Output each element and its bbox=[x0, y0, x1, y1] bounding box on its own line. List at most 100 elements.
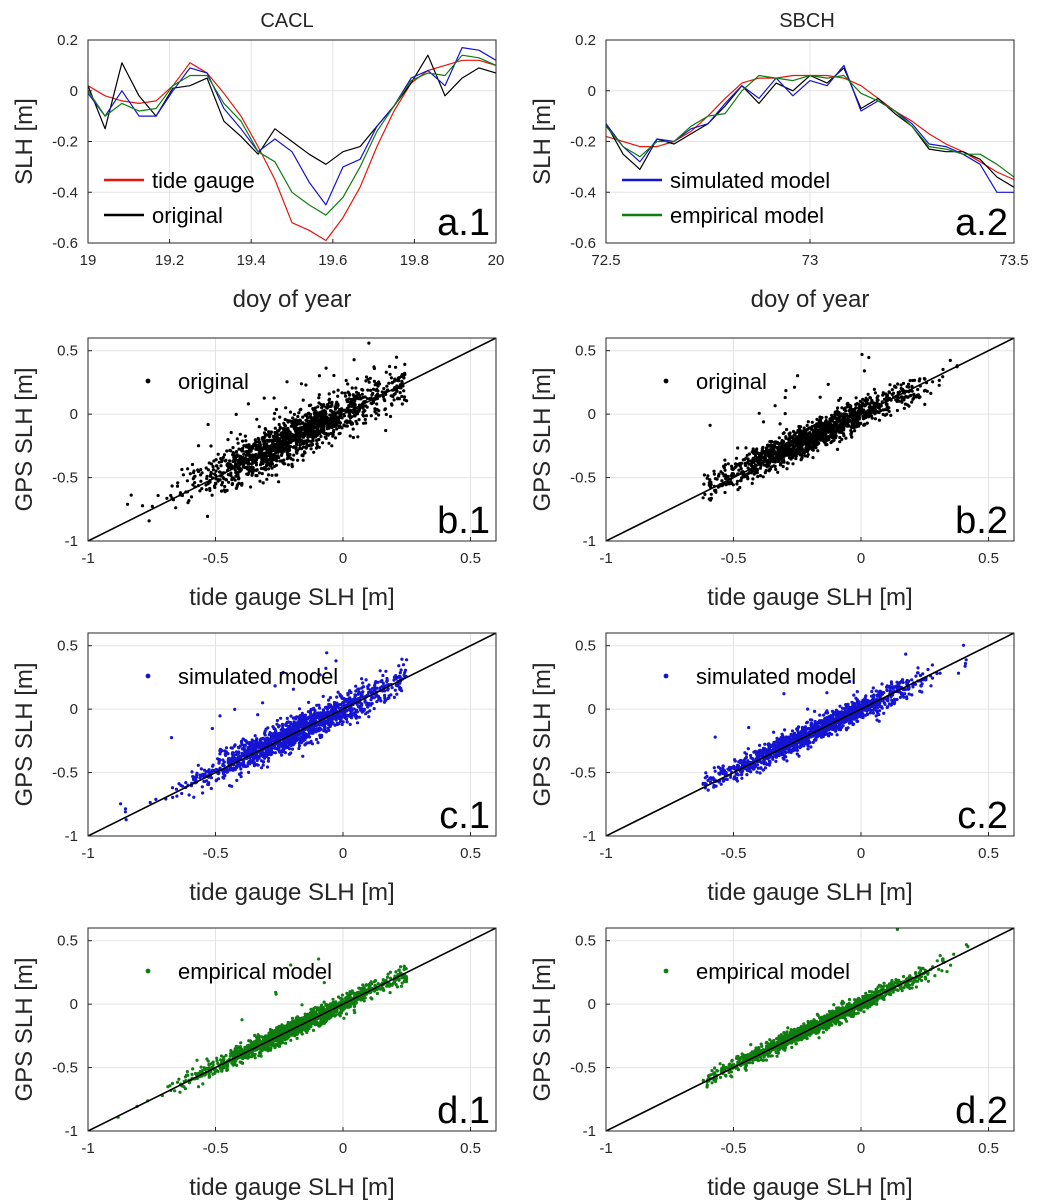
scatter-point bbox=[883, 413, 887, 417]
scatter-point bbox=[274, 473, 278, 477]
x-tick-label: 73 bbox=[802, 252, 819, 269]
scatter-point bbox=[863, 423, 867, 427]
scatter-point bbox=[745, 773, 749, 777]
scatter-point bbox=[792, 385, 797, 389]
scatter-point bbox=[261, 439, 265, 443]
scatter-point bbox=[217, 460, 221, 464]
scatter-point bbox=[904, 652, 908, 656]
scatter-point bbox=[342, 423, 346, 427]
legend: simulated model bbox=[145, 664, 338, 689]
scatter-point bbox=[284, 746, 288, 750]
scatter-point bbox=[370, 696, 374, 700]
scatter-point bbox=[329, 431, 333, 436]
scatter-point bbox=[401, 663, 406, 667]
y-tick-label: 0 bbox=[70, 406, 78, 423]
scatter-point bbox=[751, 469, 755, 473]
scatter-point bbox=[302, 719, 306, 723]
scatter-point bbox=[865, 421, 869, 425]
scatter-point bbox=[252, 442, 256, 447]
legend-entry: simulated model bbox=[670, 168, 830, 193]
scatter-point bbox=[384, 412, 388, 417]
scatter-point bbox=[372, 379, 376, 383]
scatter-point bbox=[335, 722, 339, 727]
scatter-point bbox=[317, 437, 321, 442]
scatter-point bbox=[308, 412, 313, 416]
scatter-point bbox=[359, 704, 363, 708]
scatter-point bbox=[389, 693, 393, 697]
scatter-point bbox=[279, 440, 283, 444]
scatter-point bbox=[375, 402, 379, 406]
scatter-point bbox=[297, 436, 301, 441]
scatter-point bbox=[744, 446, 748, 450]
scatter-point bbox=[319, 434, 323, 438]
scatter-point bbox=[911, 397, 916, 401]
scatter-point bbox=[244, 751, 248, 755]
scatter-point bbox=[373, 683, 377, 688]
scatter-point bbox=[199, 479, 203, 483]
scatter-point bbox=[300, 421, 305, 425]
scatter-point bbox=[755, 447, 759, 451]
scatter-point bbox=[238, 432, 242, 436]
scatter-point bbox=[380, 390, 384, 394]
scatter-point bbox=[224, 753, 228, 758]
scatter-point bbox=[344, 378, 348, 383]
scatter-point bbox=[129, 493, 133, 497]
scatter-point bbox=[708, 423, 712, 427]
scatter-point bbox=[371, 387, 376, 391]
scatter-point bbox=[251, 453, 255, 457]
scatter-point bbox=[791, 429, 796, 434]
scatter-point bbox=[290, 421, 294, 425]
scatter-point bbox=[288, 419, 292, 423]
scatter-point bbox=[307, 404, 311, 408]
scatter-point bbox=[123, 810, 127, 814]
scatter-point bbox=[255, 468, 259, 472]
scatter-point bbox=[276, 439, 280, 443]
scatter-point bbox=[311, 439, 315, 443]
scatter-point bbox=[240, 741, 244, 745]
legend-swatch bbox=[145, 378, 151, 384]
scatter-point bbox=[393, 377, 397, 381]
y-tick-label: 0 bbox=[70, 701, 78, 718]
scatter-point bbox=[763, 742, 767, 746]
scatter-point bbox=[211, 465, 215, 469]
scatter-point bbox=[331, 716, 335, 721]
scatter-point bbox=[354, 684, 358, 688]
scatter-point bbox=[294, 432, 298, 436]
scatter-point bbox=[196, 444, 201, 448]
scatter-point bbox=[355, 377, 359, 381]
scatter-point bbox=[390, 381, 394, 385]
scatter-point bbox=[353, 693, 357, 697]
scatter-point bbox=[839, 419, 843, 423]
scatter-point bbox=[325, 651, 329, 655]
scatter-point bbox=[352, 358, 356, 362]
scatter-point bbox=[319, 416, 323, 421]
scatter-point bbox=[298, 718, 302, 722]
scatter-point bbox=[242, 746, 246, 751]
scatter-point bbox=[895, 397, 900, 402]
scatter-point bbox=[383, 693, 387, 698]
scatter-point bbox=[747, 725, 751, 730]
scatter-point bbox=[403, 372, 407, 376]
scatter-point bbox=[381, 395, 385, 399]
scatter-point bbox=[875, 398, 879, 402]
scatter-point bbox=[862, 408, 866, 412]
scatter-point bbox=[317, 374, 321, 378]
scatter-point bbox=[822, 436, 826, 440]
scatter-point bbox=[246, 761, 250, 765]
scatter-point bbox=[251, 446, 255, 450]
scatter-point bbox=[735, 479, 740, 483]
scatter-point bbox=[339, 715, 343, 719]
scatter-point bbox=[311, 442, 315, 447]
scatter-point bbox=[174, 787, 178, 791]
scatter-point bbox=[257, 425, 261, 429]
scatter-point bbox=[306, 427, 310, 431]
scatter-point bbox=[876, 394, 880, 398]
scatter-point bbox=[255, 758, 259, 763]
scatter-point bbox=[225, 449, 229, 453]
scatter-point bbox=[794, 457, 798, 461]
scatter-point bbox=[296, 458, 300, 462]
scatter-point bbox=[335, 427, 339, 431]
scatter-point bbox=[899, 383, 903, 387]
scatter-point bbox=[782, 440, 786, 444]
scatter-point bbox=[123, 807, 128, 811]
